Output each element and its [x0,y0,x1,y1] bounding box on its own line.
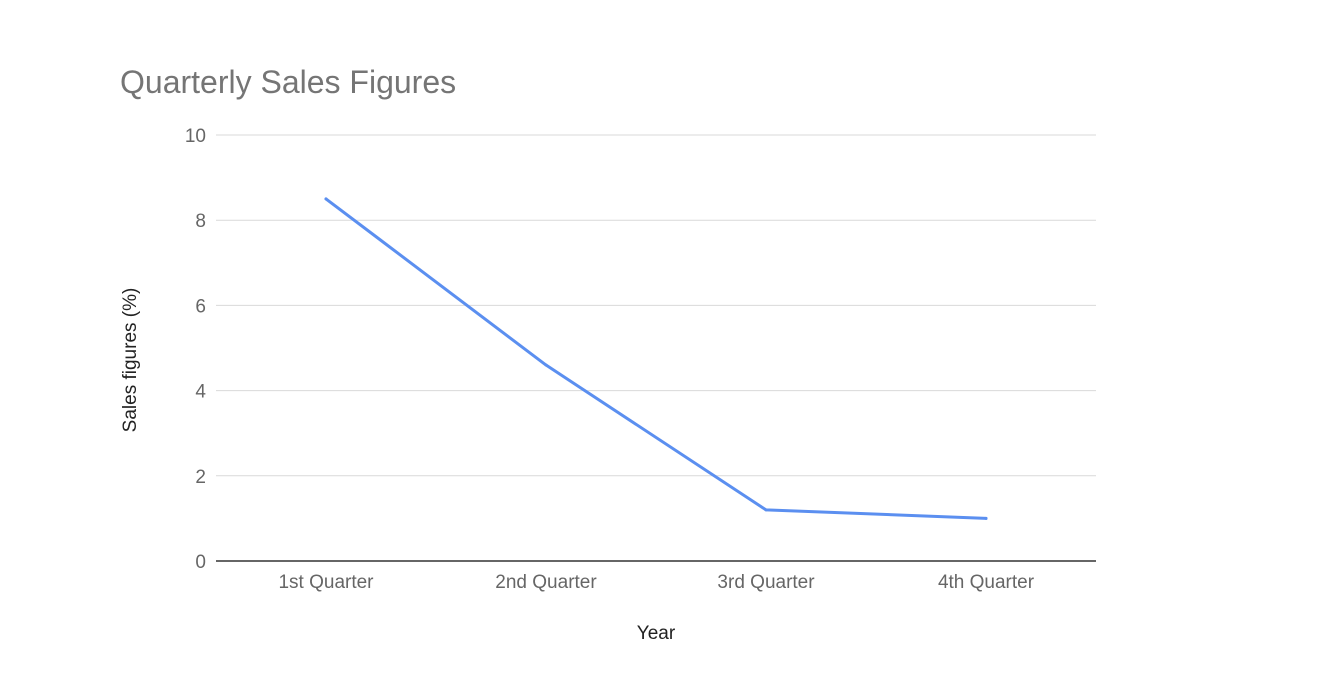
x-tick-label: 3rd Quarter [717,572,815,593]
y-tick-label: 4 [195,382,206,403]
y-tick-labels: 0 2 4 6 8 10 [185,126,207,573]
gridlines [216,134,1096,562]
x-axis-label: Year [637,623,676,644]
series-line [324,197,988,520]
y-tick-label: 0 [195,552,206,573]
x-tick-labels: 1st Quarter 2nd Quarter 3rd Quarter 4th Qua… [278,572,1034,593]
chart-title: Quarterly Sales Figures [120,64,457,100]
y-tick-label: 2 [195,467,206,488]
data-point [984,516,988,520]
data-point [764,508,768,512]
x-tick-label: 4th Quarter [938,572,1035,593]
y-tick-label: 8 [195,211,206,232]
x-tick-label: 2nd Quarter [495,572,597,593]
y-tick-label: 6 [195,296,206,317]
series-lines [324,197,988,520]
y-axis-label: Sales figures (%) [120,288,141,433]
data-point [324,197,328,201]
data-point [544,363,548,367]
x-tick-label: 1st Quarter [278,572,374,593]
y-tick-label: 10 [185,126,206,147]
